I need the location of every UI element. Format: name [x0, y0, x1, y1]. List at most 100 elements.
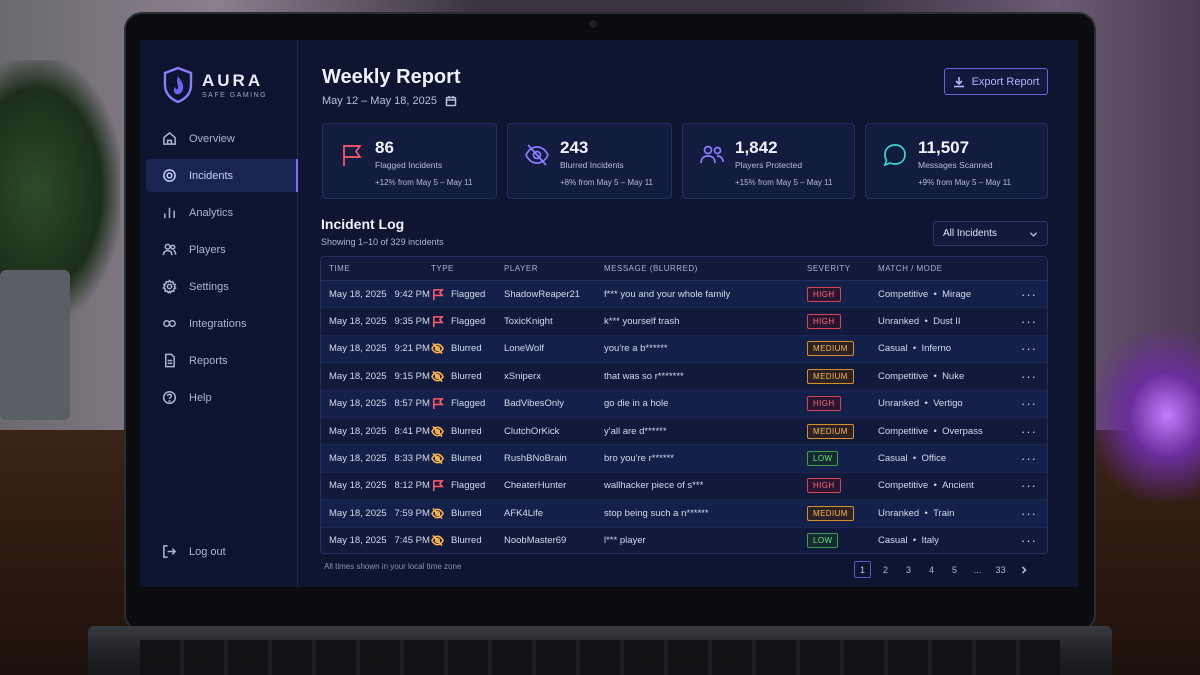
brand-logo[interactable]: AURA SAFE GAMING [162, 66, 267, 104]
incident-type: Blurred [431, 534, 504, 547]
incident-time: May 18, 2025 8:12 PM [329, 480, 430, 492]
sidebar-item-label: Settings [189, 280, 229, 293]
row-more-button[interactable]: ··· [1021, 533, 1037, 549]
incident-filter-select[interactable]: All Incidents [933, 221, 1048, 246]
row-more-button[interactable]: ··· [1021, 341, 1037, 357]
row-more-button[interactable]: ··· [1021, 396, 1037, 412]
incident-player[interactable]: AFK4Life [504, 507, 544, 519]
column-header-match-mode[interactable]: MATCH / MODE [878, 264, 943, 273]
table-row[interactable]: May 18, 2025 7:45 PM Blurred NoobMaster69 l… [321, 528, 1047, 553]
incident-player[interactable]: CheaterHunter [504, 480, 567, 492]
pagination-next-button[interactable] [1015, 561, 1032, 578]
table-row[interactable]: May 18, 2025 9:35 PM Flagged ToxicKnight k*… [321, 308, 1047, 336]
table-row[interactable]: May 18, 2025 7:59 PM Blurred AFK4Life stop … [321, 500, 1047, 528]
pagination-page[interactable]: 33 [995, 564, 1006, 575]
row-more-button[interactable]: ··· [1021, 286, 1037, 302]
incident-severity: HIGH [807, 396, 878, 412]
logout-label: Log out [189, 545, 226, 558]
shield-logo-icon [163, 66, 193, 104]
stat-value: 243 [560, 138, 589, 157]
document-icon [165, 353, 175, 368]
laptop-keys [140, 640, 1060, 675]
eye-off-icon [431, 535, 444, 547]
column-header-severity[interactable]: SEVERITY [807, 264, 851, 273]
stat-card-flagged[interactable]: 86 Flagged Incidents +12% from May 5 – M… [322, 123, 497, 199]
stat-card-players[interactable]: 1,842 Players Protected +15% from May 5 … [682, 123, 855, 199]
incident-message: that was so r******* [604, 370, 684, 382]
stat-card-blurred[interactable]: 243 Blurred Incidents +8% from May 5 – M… [507, 123, 672, 199]
incident-player[interactable]: xSniperx [504, 370, 541, 382]
flag-icon [432, 288, 444, 300]
pagination-page[interactable]: 5 [951, 564, 957, 575]
stat-card-messages[interactable]: 11,507 Messages Scanned +9% from May 5 –… [865, 123, 1048, 199]
row-more-button[interactable]: ··· [1021, 505, 1037, 521]
background-pot [0, 270, 70, 420]
date-range-picker[interactable]: May 12 – May 18, 2025 [322, 95, 457, 107]
logout-button[interactable]: Log out [162, 544, 226, 559]
export-report-button[interactable]: Export Report [944, 68, 1048, 95]
column-header-type[interactable]: TYPE [431, 264, 454, 273]
row-more-button[interactable]: ··· [1021, 451, 1037, 467]
severity-badge: HIGH [807, 478, 841, 494]
incident-type: Flagged [431, 315, 504, 328]
column-header-player[interactable]: PLAYER [504, 264, 538, 273]
row-more-button[interactable]: ··· [1021, 314, 1037, 330]
flag-icon [432, 480, 444, 492]
severity-badge: HIGH [807, 396, 841, 412]
sidebar-item-overview[interactable]: Overview [146, 122, 298, 155]
pagination-page[interactable]: 3 [905, 564, 911, 575]
pagination-page[interactable]: 4 [928, 564, 934, 575]
incident-player[interactable]: NoobMaster69 [504, 535, 567, 547]
download-icon [953, 76, 964, 87]
incident-severity: MEDIUM [807, 423, 878, 439]
column-header-time[interactable]: TIME [329, 264, 351, 273]
incident-player[interactable]: RushBNoBrain [504, 453, 567, 465]
pagination-page[interactable]: 1 [854, 561, 871, 578]
incident-match-mode: Competitive • Overpass [878, 425, 983, 437]
incident-time: May 18, 2025 8:33 PM [329, 453, 430, 465]
incident-type: Flagged [431, 397, 504, 410]
incident-player[interactable]: ToxicKnight [504, 316, 553, 328]
row-more-button[interactable]: ··· [1021, 423, 1037, 439]
incident-player[interactable]: BadVibesOnly [504, 398, 565, 410]
row-more-button[interactable]: ··· [1021, 368, 1037, 384]
table-row[interactable]: May 18, 2025 8:41 PM Blurred ClutchOrKick y… [321, 418, 1047, 446]
table-row[interactable]: May 18, 2025 8:57 PM Flagged BadVibesOnly g… [321, 390, 1047, 418]
pagination-page[interactable]: 2 [882, 564, 888, 575]
incident-player[interactable]: LoneWolf [504, 343, 544, 355]
sidebar-item-help[interactable]: Help [146, 381, 298, 414]
incident-type: Blurred [431, 507, 504, 520]
logout-icon [163, 545, 177, 558]
table-row[interactable]: May 18, 2025 9:21 PM Blurred LoneWolf you'r… [321, 335, 1047, 364]
severity-badge: LOW [807, 451, 839, 467]
incident-player[interactable]: ClutchOrKick [504, 425, 560, 437]
incident-type: Blurred [431, 370, 504, 383]
table-row[interactable]: May 18, 2025 9:42 PM Flagged ShadowReaper2… [321, 281, 1047, 309]
table-row[interactable]: May 18, 2025 8:33 PM Blurred RushBNoBrain b… [321, 445, 1047, 473]
sidebar-item-analytics[interactable]: Analytics [146, 196, 298, 229]
incident-severity: MEDIUM [807, 368, 878, 384]
incident-message: k*** yourself trash [604, 316, 680, 328]
incident-table: TIME TYPE PLAYER MESSAGE (BLURRED) SEVER… [320, 256, 1048, 554]
sidebar-item-integrations[interactable]: Integrations [146, 307, 298, 340]
help-icon [162, 390, 177, 405]
sidebar-item-incidents[interactable]: Incidents [146, 159, 298, 192]
stat-value: 11,507 [918, 138, 970, 157]
incident-severity: HIGH [807, 478, 878, 494]
sidebar-item-settings[interactable]: Settings [146, 270, 298, 303]
severity-badge: MEDIUM [807, 423, 854, 439]
sidebar-item-label: Incidents [189, 169, 234, 182]
sidebar-item-players[interactable]: Players [146, 233, 298, 266]
incident-player[interactable]: ShadowReaper21 [504, 288, 581, 300]
table-row[interactable]: May 18, 2025 8:12 PM Flagged CheaterHunter… [321, 473, 1047, 501]
incident-log-title: Incident Log [321, 216, 405, 232]
bar-chart-icon [164, 207, 175, 219]
stat-label: Players Protected [735, 160, 803, 170]
incident-message: f*** you and your whole family [604, 288, 731, 300]
sidebar-item-reports[interactable]: Reports [146, 344, 298, 377]
incident-type: Blurred [431, 425, 504, 438]
eye-off-icon [431, 370, 444, 382]
row-more-button[interactable]: ··· [1021, 478, 1037, 494]
table-row[interactable]: May 18, 2025 9:15 PM Blurred xSniperx that … [321, 363, 1047, 391]
column-header-message[interactable]: MESSAGE (BLURRED) [604, 264, 698, 273]
